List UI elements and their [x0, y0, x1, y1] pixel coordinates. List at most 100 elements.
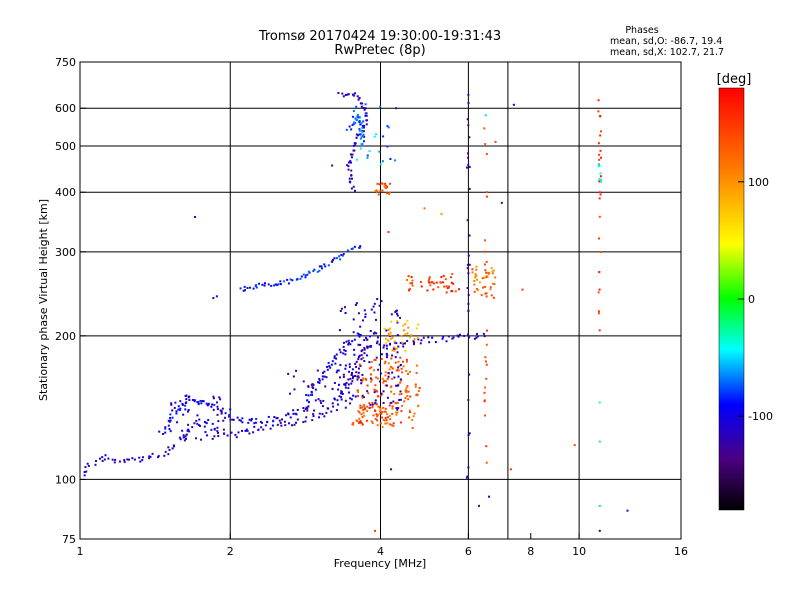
data-point	[364, 107, 367, 110]
data-point	[276, 284, 279, 287]
data-point	[352, 144, 355, 147]
data-point	[406, 395, 409, 398]
data-point	[292, 409, 295, 412]
data-point	[185, 401, 188, 404]
data-point	[383, 419, 386, 422]
data-point	[167, 453, 170, 456]
data-point	[188, 430, 191, 433]
data-point	[330, 363, 333, 366]
data-point	[337, 388, 340, 391]
data-point	[485, 260, 488, 263]
data-point	[318, 265, 321, 268]
data-point	[395, 413, 398, 416]
data-point	[386, 384, 389, 387]
data-point	[374, 401, 377, 404]
data-point	[361, 380, 364, 383]
y-tick-label: 500	[55, 140, 76, 153]
data-point	[325, 376, 328, 379]
data-point	[313, 268, 316, 271]
data-point	[321, 413, 324, 416]
data-point	[330, 260, 333, 263]
data-point	[316, 369, 319, 372]
data-point	[427, 336, 430, 339]
data-point	[366, 156, 369, 159]
y-tick-label: 75	[62, 533, 76, 546]
data-point	[389, 337, 392, 340]
data-point	[420, 285, 423, 288]
data-point	[284, 424, 287, 427]
data-point	[348, 125, 351, 128]
data-point	[177, 405, 180, 408]
data-point	[368, 402, 371, 405]
data-point	[169, 419, 172, 422]
data-point	[302, 407, 305, 410]
data-point	[396, 401, 399, 404]
data-point	[207, 419, 210, 422]
data-point	[403, 400, 406, 403]
data-point	[375, 403, 378, 406]
data-point	[399, 381, 402, 384]
data-point	[379, 412, 382, 415]
data-point	[326, 368, 329, 371]
data-point	[295, 369, 298, 372]
data-point	[400, 410, 403, 413]
colorbar-tick-label: 100	[748, 176, 769, 189]
data-point	[169, 430, 172, 433]
data-point	[351, 372, 354, 375]
data-point	[399, 342, 402, 345]
data-point	[344, 382, 347, 385]
data-point	[216, 405, 219, 408]
data-point	[362, 377, 365, 380]
data-point	[347, 387, 350, 390]
data-point	[390, 366, 393, 369]
x-axis: 1 2 4 6 8 10 16	[77, 533, 688, 558]
data-point	[411, 419, 414, 422]
data-point	[483, 239, 486, 242]
data-point	[349, 377, 352, 380]
data-point	[203, 420, 206, 423]
data-point	[384, 384, 387, 387]
data-point	[212, 297, 215, 300]
data-point	[213, 403, 216, 406]
data-point	[312, 270, 315, 273]
data-point	[409, 370, 412, 373]
data-point	[399, 356, 402, 359]
data-point	[386, 422, 389, 425]
data-point	[201, 400, 204, 403]
grid-lines	[80, 62, 681, 539]
data-point	[384, 337, 387, 340]
data-point	[363, 135, 366, 138]
data-point	[388, 342, 391, 345]
data-point	[384, 371, 387, 374]
data-point	[306, 399, 309, 402]
data-point	[217, 431, 220, 434]
data-point	[342, 341, 345, 344]
data-point	[598, 529, 601, 532]
data-point	[347, 161, 350, 164]
data-point	[463, 334, 466, 337]
data-point	[287, 372, 290, 375]
data-point	[349, 343, 352, 346]
data-point	[509, 468, 512, 471]
data-point	[260, 426, 263, 429]
data-point	[351, 377, 354, 380]
data-point	[320, 401, 323, 404]
data-point	[405, 389, 408, 392]
data-point	[387, 362, 390, 365]
data-point	[257, 428, 260, 431]
data-point	[379, 410, 382, 413]
data-point	[151, 452, 154, 455]
data-point	[245, 428, 248, 431]
data-point	[493, 296, 496, 299]
data-point	[387, 192, 390, 195]
data-point	[248, 432, 251, 435]
data-point	[432, 288, 435, 291]
data-point	[404, 349, 407, 352]
data-point	[316, 270, 319, 273]
data-point	[253, 422, 256, 425]
data-point	[382, 346, 385, 349]
data-point	[258, 282, 261, 285]
data-point	[491, 272, 494, 275]
y-tick-label: 400	[55, 186, 76, 199]
data-point	[407, 398, 410, 401]
